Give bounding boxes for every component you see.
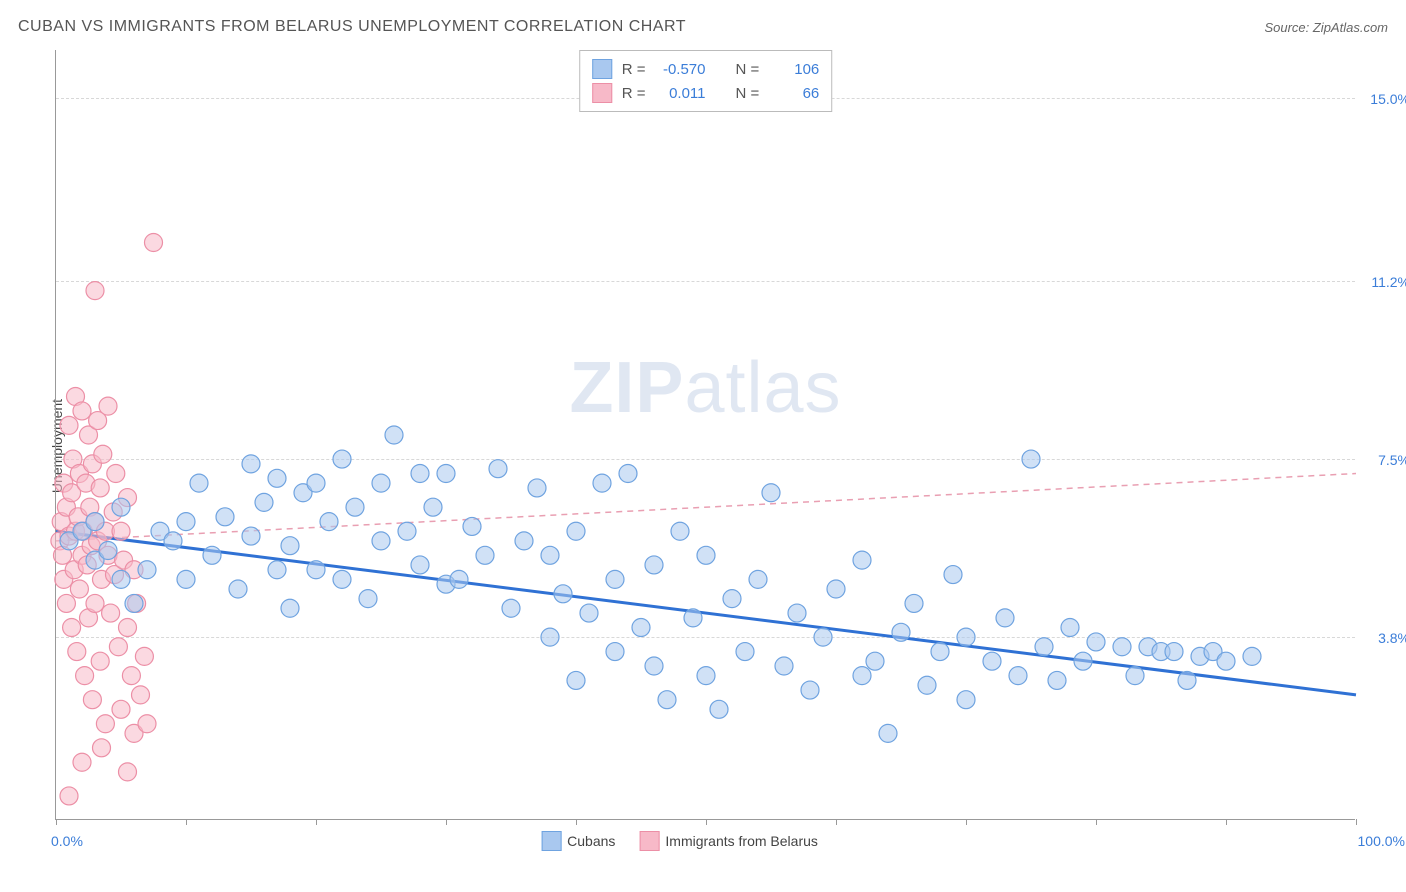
scatter-svg [56, 50, 1355, 819]
chart-title: CUBAN VS IMMIGRANTS FROM BELARUS UNEMPLO… [18, 18, 686, 36]
source-label: Source: ZipAtlas.com [1264, 20, 1388, 35]
r-label: R = [622, 85, 646, 102]
n-value-belarus: 66 [769, 85, 819, 102]
legend-item-belarus: Immigrants from Belarus [639, 831, 817, 851]
n-label: N = [736, 61, 760, 78]
r-value-belarus: 0.011 [656, 85, 706, 102]
legend-swatch-belarus [639, 831, 659, 851]
n-label: N = [736, 85, 760, 102]
bottom-legend: Cubans Immigrants from Belarus [541, 831, 818, 851]
header-row: CUBAN VS IMMIGRANTS FROM BELARUS UNEMPLO… [18, 18, 1388, 36]
legend-swatch-cubans [541, 831, 561, 851]
legend-label-cubans: Cubans [567, 833, 615, 849]
n-value-cubans: 106 [769, 61, 819, 78]
stats-row-cubans: R = -0.570 N = 106 [592, 57, 820, 81]
plot-area: ZIPatlas 3.8%7.5%11.2%15.0% R = -0.570 N… [55, 50, 1355, 820]
legend-item-cubans: Cubans [541, 831, 615, 851]
legend-label-belarus: Immigrants from Belarus [665, 833, 817, 849]
r-value-cubans: -0.570 [656, 61, 706, 78]
stats-row-belarus: R = 0.011 N = 66 [592, 81, 820, 105]
x-axis-min-label: 0.0% [51, 833, 83, 849]
swatch-cubans [592, 59, 612, 79]
stats-legend: R = -0.570 N = 106 R = 0.011 N = 66 [579, 50, 833, 112]
r-label: R = [622, 61, 646, 78]
swatch-belarus [592, 83, 612, 103]
x-axis-max-label: 100.0% [1358, 833, 1405, 849]
